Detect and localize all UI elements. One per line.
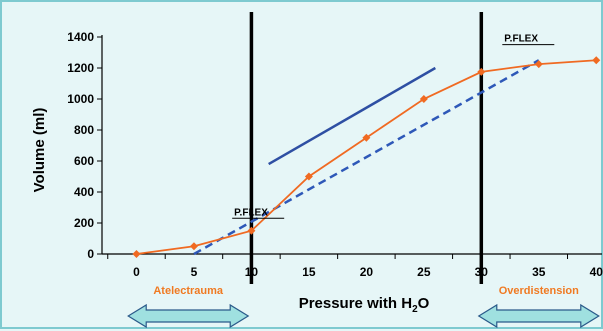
data-point-2	[247, 226, 256, 235]
x-tick-label-1: 5	[191, 265, 198, 279]
data-point-6	[477, 67, 486, 76]
x-tick-label-5: 25	[417, 265, 431, 279]
tangent-lines	[193, 59, 540, 256]
data-point-8	[592, 56, 601, 65]
zones: Atelectrauma Overdistension	[127, 285, 600, 329]
annotation-pflex-0: P.FLEX	[234, 207, 268, 218]
tangent-dashed-line	[193, 59, 540, 256]
tangent-solid-line	[268, 66, 436, 166]
data-point-7	[534, 60, 543, 69]
double-arrow-icon-0	[127, 303, 250, 329]
x-axis-title-sub: 2	[412, 304, 418, 315]
x-tick-label-8: 40	[590, 265, 603, 279]
annotations: P.FLEX P.FLEX	[232, 34, 555, 219]
axes: 0200400600800100012001400051015202530354…	[67, 30, 603, 279]
x-tick-label-3: 15	[302, 265, 316, 279]
y-tick-label-1: 200	[74, 216, 94, 230]
x-axis-title: Pressure with H2O	[299, 295, 430, 315]
vertical-lines	[249, 12, 484, 284]
zone-label-0: Atelectrauma	[153, 285, 224, 297]
data-point-4	[362, 133, 371, 142]
double-arrow-icon-1	[477, 303, 600, 329]
x-tick-label-4: 20	[360, 265, 374, 279]
data-point-3	[304, 172, 313, 181]
y-tick-label-5: 1000	[67, 92, 94, 106]
annotation-pflex-1: P.FLEX	[504, 34, 538, 45]
x-axis-title-main: Pressure with H	[299, 295, 412, 312]
series-layer	[132, 56, 601, 258]
y-axis-title: Volume (ml)	[31, 108, 48, 193]
y-tick-label-3: 600	[74, 154, 94, 168]
x-axis-title-suffix: O	[418, 295, 430, 312]
data-point-1	[189, 242, 198, 251]
x-tick-label-0: 0	[133, 265, 140, 279]
data-point-0	[132, 250, 141, 258]
y-tick-label-2: 400	[74, 185, 94, 199]
y-tick-label-4: 800	[74, 123, 94, 137]
y-tick-label-0: 0	[87, 247, 94, 261]
y-tick-label-6: 1200	[67, 61, 94, 75]
data-point-5	[419, 95, 428, 103]
x-tick-label-7: 35	[532, 265, 546, 279]
zone-label-1: Overdistension	[499, 285, 579, 297]
y-tick-label-7: 1400	[67, 30, 94, 44]
